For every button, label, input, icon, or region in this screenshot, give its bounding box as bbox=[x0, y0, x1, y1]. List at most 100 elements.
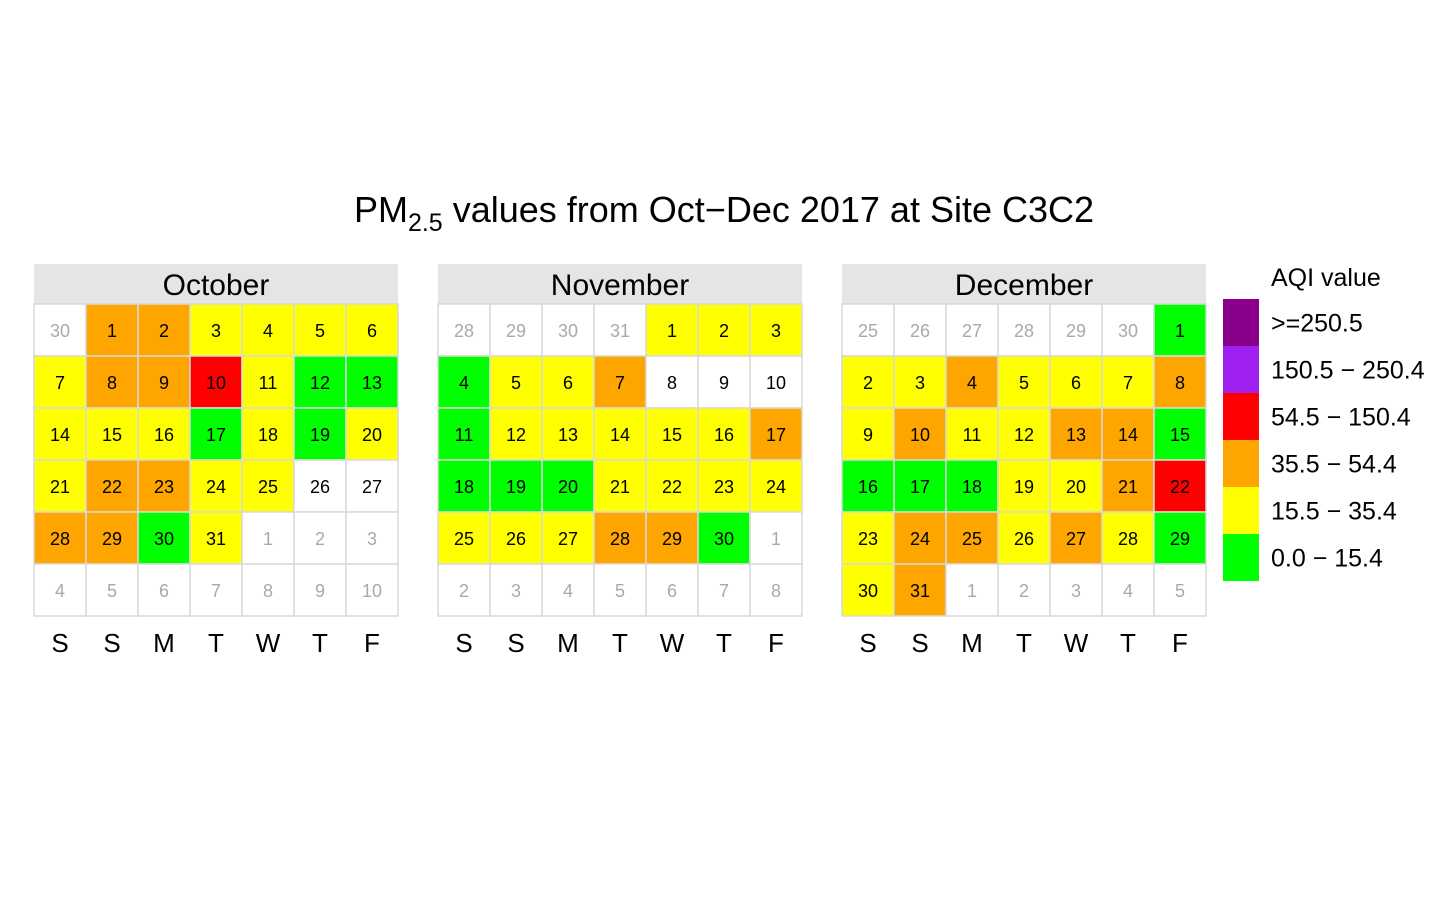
day-label: 24 bbox=[206, 477, 226, 497]
day-label: 1 bbox=[1175, 321, 1185, 341]
day-label: 3 bbox=[511, 581, 521, 601]
day-cell bbox=[997, 563, 1051, 617]
day-cell bbox=[945, 511, 999, 565]
day-label: 5 bbox=[615, 581, 625, 601]
day-label: 13 bbox=[1066, 425, 1086, 445]
day-cell bbox=[345, 459, 399, 513]
day-cell bbox=[697, 563, 751, 617]
day-cell bbox=[841, 303, 895, 357]
weekday-label: M bbox=[557, 628, 579, 658]
month-title: December bbox=[955, 269, 1093, 302]
day-label: 4 bbox=[563, 581, 573, 601]
day-label: 4 bbox=[263, 321, 273, 341]
day-label: 22 bbox=[662, 477, 682, 497]
month-strip bbox=[438, 264, 802, 304]
day-cell bbox=[345, 355, 399, 409]
weekday-label: T bbox=[612, 628, 628, 658]
day-label: 30 bbox=[714, 529, 734, 549]
day-label: 17 bbox=[206, 425, 226, 445]
legend-label: 0.0 − 15.4 bbox=[1271, 545, 1383, 573]
day-label: 30 bbox=[558, 321, 578, 341]
day-label: 22 bbox=[1170, 477, 1190, 497]
day-label: 6 bbox=[563, 373, 573, 393]
day-cell bbox=[437, 355, 491, 409]
day-cell bbox=[1101, 355, 1155, 409]
weekday-label: T bbox=[208, 628, 224, 658]
day-label: 28 bbox=[50, 529, 70, 549]
day-label: 9 bbox=[863, 425, 873, 445]
day-label: 17 bbox=[766, 425, 786, 445]
weekday-label: W bbox=[1064, 628, 1089, 658]
day-cell bbox=[645, 355, 699, 409]
day-cell bbox=[645, 459, 699, 513]
day-label: 7 bbox=[211, 581, 221, 601]
day-cell bbox=[645, 563, 699, 617]
day-label: 23 bbox=[714, 477, 734, 497]
day-cell bbox=[749, 563, 803, 617]
day-label: 4 bbox=[459, 373, 469, 393]
day-label: 23 bbox=[858, 529, 878, 549]
day-label: 14 bbox=[50, 425, 70, 445]
day-label: 17 bbox=[910, 477, 930, 497]
day-cell bbox=[541, 303, 595, 357]
weekday-label: S bbox=[859, 628, 876, 658]
chart-title-subscript: 2.5 bbox=[408, 209, 443, 237]
day-label: 16 bbox=[154, 425, 174, 445]
day-label: 29 bbox=[1066, 321, 1086, 341]
day-cell bbox=[85, 459, 139, 513]
day-cell bbox=[1153, 355, 1207, 409]
day-cell bbox=[749, 511, 803, 565]
day-label: 26 bbox=[1014, 529, 1034, 549]
day-cell bbox=[189, 407, 243, 461]
day-cell bbox=[749, 407, 803, 461]
day-label: 13 bbox=[558, 425, 578, 445]
day-cell bbox=[841, 511, 895, 565]
day-label: 12 bbox=[310, 373, 330, 393]
day-label: 25 bbox=[454, 529, 474, 549]
day-label: 3 bbox=[211, 321, 221, 341]
day-label: 4 bbox=[1123, 581, 1133, 601]
day-label: 5 bbox=[315, 321, 325, 341]
day-label: 10 bbox=[362, 581, 382, 601]
day-label: 11 bbox=[259, 373, 278, 393]
day-cell bbox=[1153, 563, 1207, 617]
day-label: 8 bbox=[771, 581, 781, 601]
day-label: 18 bbox=[258, 425, 278, 445]
day-cell bbox=[645, 407, 699, 461]
weekday-label: M bbox=[153, 628, 175, 658]
day-cell bbox=[241, 407, 295, 461]
day-cell bbox=[1049, 563, 1103, 617]
day-cell bbox=[85, 407, 139, 461]
day-cell bbox=[893, 355, 947, 409]
day-label: 15 bbox=[662, 425, 682, 445]
day-cell bbox=[841, 563, 895, 617]
day-cell bbox=[33, 407, 87, 461]
day-cell bbox=[189, 563, 243, 617]
day-label: 14 bbox=[1118, 425, 1138, 445]
day-cell bbox=[137, 459, 191, 513]
day-label: 12 bbox=[1014, 425, 1034, 445]
weekday-label: W bbox=[256, 628, 281, 658]
legend: AQI value >=250.5 150.5 − 250.4 54.5 − 150.… bbox=[1223, 264, 1425, 581]
day-label: 25 bbox=[258, 477, 278, 497]
day-label: 5 bbox=[1019, 373, 1029, 393]
day-label: 2 bbox=[1019, 581, 1029, 601]
day-label: 27 bbox=[962, 321, 982, 341]
day-label: 20 bbox=[1066, 477, 1086, 497]
day-label: 5 bbox=[511, 373, 521, 393]
day-cell bbox=[997, 459, 1051, 513]
month-title: October bbox=[163, 269, 270, 302]
day-cell bbox=[241, 355, 295, 409]
day-label: 24 bbox=[910, 529, 930, 549]
day-cell bbox=[697, 355, 751, 409]
legend-key bbox=[1223, 346, 1259, 393]
day-cell bbox=[697, 407, 751, 461]
day-label: 15 bbox=[102, 425, 122, 445]
day-label: 14 bbox=[610, 425, 630, 445]
day-label: 1 bbox=[967, 581, 977, 601]
weekday-label: T bbox=[1016, 628, 1032, 658]
day-label: 1 bbox=[263, 529, 273, 549]
legend-key bbox=[1223, 299, 1259, 346]
weekday-label: F bbox=[1172, 628, 1188, 658]
